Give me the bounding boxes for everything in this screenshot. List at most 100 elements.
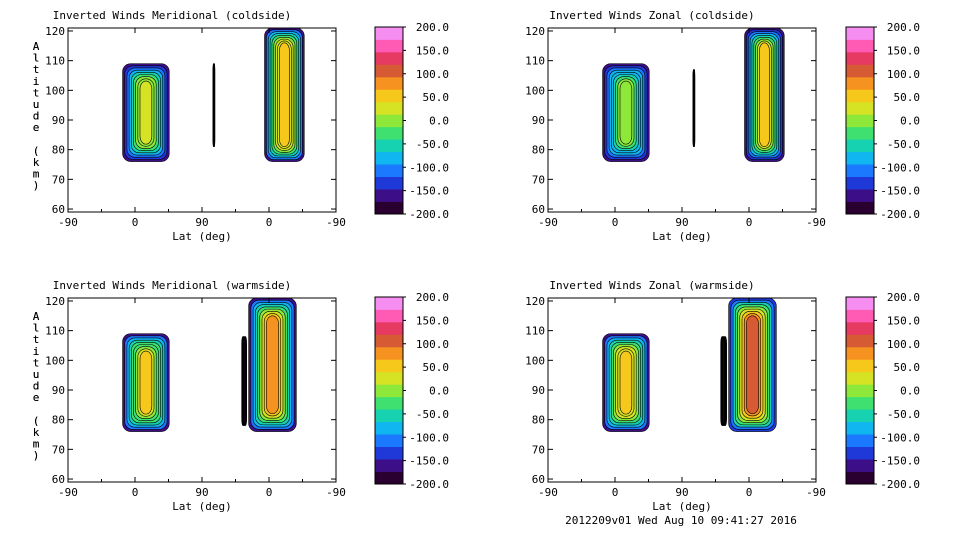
colorbar-label: 150.0 xyxy=(887,44,920,57)
colorbar-segment xyxy=(846,459,874,472)
colorbar-label: -100.0 xyxy=(880,431,920,444)
colorbar-segment xyxy=(846,139,874,153)
colorbar-label: -100.0 xyxy=(409,161,449,174)
colorbar-label: -100.0 xyxy=(409,431,449,444)
footer-timestamp: 2012209v01 Wed Aug 10 09:41:27 2016 xyxy=(565,514,797,527)
y-tick-label: 70 xyxy=(52,173,65,186)
colorbar-label: 0.0 xyxy=(900,115,920,128)
colorbar-label: 200.0 xyxy=(416,21,449,34)
x-tick-label: 90 xyxy=(675,486,688,499)
contour-level xyxy=(619,80,633,145)
colorbar-segment xyxy=(846,164,874,177)
colorbar-segment xyxy=(846,446,874,460)
colorbar: 200.0 150.0 100.0 50.0 0.0 -50.0 -100.0 -150.0 -… xyxy=(845,21,921,221)
colorbar-segment xyxy=(375,114,403,128)
colorbar-segment xyxy=(846,89,874,103)
colorbar-segment xyxy=(846,27,874,40)
contour-level xyxy=(693,69,695,147)
contour-region-terminator-strip xyxy=(692,69,696,148)
colorbar-segment xyxy=(375,64,403,78)
colorbar-segment xyxy=(375,51,403,65)
colorbar-segment xyxy=(846,396,874,410)
colorbar-segment xyxy=(375,176,403,190)
colorbar-label: 200.0 xyxy=(887,291,920,304)
contour-region-night-block xyxy=(264,28,305,162)
colorbar-label: 150.0 xyxy=(887,314,920,327)
x-tick-label: 0 xyxy=(266,216,273,229)
y-tick-label: 60 xyxy=(532,473,545,486)
contour-level xyxy=(243,338,246,425)
colorbar-label: -200.0 xyxy=(409,208,449,221)
colorbar-label: 100.0 xyxy=(416,68,449,81)
colorbar-segment xyxy=(375,151,403,165)
x-axis-label: Lat (deg) xyxy=(652,230,712,243)
colorbar-label: 100.0 xyxy=(887,338,920,351)
y-tick-label: 70 xyxy=(532,443,545,456)
contour-field xyxy=(122,298,297,432)
x-axis-label: Lat (deg) xyxy=(652,500,712,513)
colorbar-segment xyxy=(846,371,874,385)
colorbar-segment xyxy=(375,76,403,90)
y-tick-label: 110 xyxy=(525,55,545,68)
colorbar-label: 50.0 xyxy=(894,91,921,104)
contour-level xyxy=(759,42,770,148)
contour-level xyxy=(266,315,279,415)
x-tick-label: 0 xyxy=(132,216,139,229)
colorbar-label: 0.0 xyxy=(429,115,449,128)
colorbar-segment xyxy=(375,309,403,323)
colorbar-segment xyxy=(375,297,403,310)
contour-field xyxy=(602,28,785,162)
colorbar-segment xyxy=(375,189,403,202)
colorbar-label: -150.0 xyxy=(880,185,920,198)
contour-region-day-lobe xyxy=(602,333,650,432)
y-tick-label: 60 xyxy=(532,203,545,216)
x-tick-label: 90 xyxy=(195,216,208,229)
y-tick-label: 100 xyxy=(45,354,65,367)
panel-2: Inverted Winds Zonal (coldside) -90 0 90 0 -9… xyxy=(33,9,920,243)
y-tick-label: 90 xyxy=(532,114,545,127)
y-tick-label: 80 xyxy=(532,144,545,157)
colorbar: 200.0 150.0 100.0 50.0 0.0 -50.0 -100.0 -150.0 -… xyxy=(374,291,450,491)
contour-region-day-lobe xyxy=(602,63,650,162)
colorbar-segment xyxy=(846,176,874,190)
contour-region-terminator-strip xyxy=(241,336,247,426)
contour-field xyxy=(122,28,305,162)
colorbar-segment xyxy=(375,446,403,460)
contour-level xyxy=(619,350,633,415)
x-tick-label: 0 xyxy=(132,486,139,499)
panel-4: Inverted Winds Zonal (warmside) -90 0 90 0 -9… xyxy=(33,279,920,513)
x-axis-label: Lat (deg) xyxy=(172,230,232,243)
y-tick-label: 110 xyxy=(45,325,65,338)
colorbar-label: 150.0 xyxy=(416,314,449,327)
colorbar-label: 100.0 xyxy=(887,68,920,81)
colorbar-label: 200.0 xyxy=(416,291,449,304)
contour-level xyxy=(722,338,725,424)
contour-level xyxy=(279,42,290,148)
colorbar-label: 200.0 xyxy=(887,21,920,34)
colorbar-segment xyxy=(375,396,403,410)
colorbar-segment xyxy=(375,201,403,215)
colorbar-segment xyxy=(846,189,874,202)
y-tick-label: 60 xyxy=(52,473,65,486)
y-tick-label: 70 xyxy=(532,173,545,186)
x-tick-label: -90 xyxy=(806,486,826,499)
colorbar-segment xyxy=(375,27,403,40)
x-tick-label: -90 xyxy=(326,216,346,229)
y-tick-label: 120 xyxy=(525,25,545,38)
colorbar-label: 50.0 xyxy=(423,91,450,104)
contour-level xyxy=(213,64,215,147)
y-tick-label: 90 xyxy=(52,384,65,397)
y-tick-label: 110 xyxy=(45,55,65,68)
colorbar-segment xyxy=(846,151,874,165)
colorbar-label: -150.0 xyxy=(409,185,449,198)
colorbar-label: 50.0 xyxy=(423,361,450,374)
colorbar-segment xyxy=(375,359,403,373)
colorbar-segment xyxy=(846,114,874,128)
colorbar-label: 0.0 xyxy=(900,385,920,398)
x-tick-label: -90 xyxy=(58,486,78,499)
